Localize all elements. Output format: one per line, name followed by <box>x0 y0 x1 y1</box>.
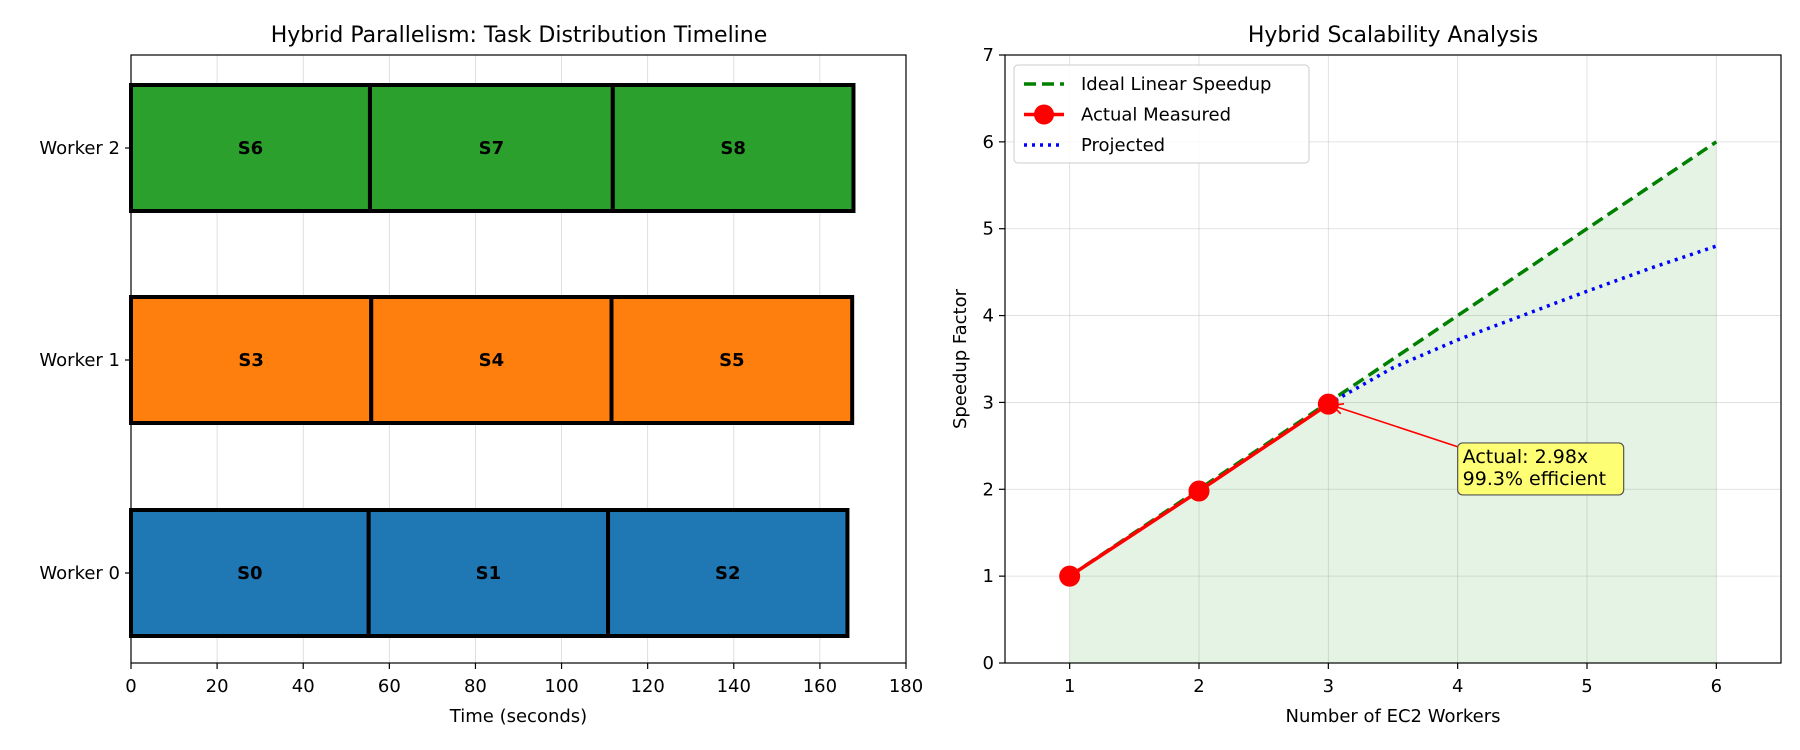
worker-label: Worker 2 <box>39 138 120 159</box>
timeline-x-tick-label: 60 <box>378 676 401 697</box>
task-bar-label: S0 <box>237 563 263 584</box>
scalability-plot-frame <box>1004 54 1782 664</box>
task-bar-label: S1 <box>476 563 502 584</box>
task-bar <box>129 83 372 213</box>
timeline-x-tick-label: 140 <box>717 676 751 697</box>
scalability-series <box>1059 140 1718 587</box>
legend-label: Actual Measured <box>1081 105 1231 126</box>
ideal-speedup-shaded-area <box>1069 141 1717 663</box>
timeline-plot-frame <box>130 54 907 664</box>
task-bar-label: S2 <box>715 563 741 584</box>
task-bar <box>367 83 615 213</box>
timeline-title: Hybrid Parallelism: Task Distribution Ti… <box>271 23 768 48</box>
annotation-box <box>1457 442 1625 496</box>
timeline-x-tick-label: 40 <box>292 676 315 697</box>
series-point <box>1317 393 1339 415</box>
scalability-y-tick-label: 7 <box>983 45 994 66</box>
scalability-y-tick-label: 3 <box>983 392 994 413</box>
task-bar <box>610 83 856 213</box>
task-bar-label: S7 <box>479 138 505 159</box>
scalability-chart: Hybrid Scalability Analysis 1 2 3 4 5 6 0 1 2 3 4… <box>950 23 1782 727</box>
scalability-y-tick-label: 1 <box>983 566 994 587</box>
scalability-y-axis-label: Speedup Factor <box>950 288 971 429</box>
task-timeline-chart: Hybrid Parallelism: Task Distribution Ti… <box>39 23 923 727</box>
annotation-text: 99.3% efficient <box>1463 468 1606 490</box>
timeline-x-axis-label: Time (seconds) <box>449 706 587 727</box>
scalability-y-tick-label: 5 <box>983 219 994 240</box>
series-line <box>1327 244 1717 406</box>
worker-label: Worker 1 <box>39 350 120 371</box>
task-bar <box>366 508 611 638</box>
task-bar <box>369 295 614 425</box>
scalability-y-tick-label: 2 <box>983 479 994 500</box>
worker-label: Worker 0 <box>39 563 120 584</box>
legend-box <box>1013 64 1310 164</box>
task-bar-label: S6 <box>238 138 264 159</box>
timeline-x-tick-label: 0 <box>125 676 136 697</box>
scalability-x-tick-label: 1 <box>1064 676 1075 697</box>
scalability-title: Hybrid Scalability Analysis <box>1248 23 1538 48</box>
annotation-text: Actual: 2.98x <box>1463 446 1589 468</box>
scalability-x-tick-label: 2 <box>1193 676 1204 697</box>
timeline-x-tick-label: 100 <box>544 676 578 697</box>
task-bar-label: S3 <box>238 350 264 371</box>
annotation-arrow <box>1331 404 1458 448</box>
annotation-arrowhead <box>1330 403 1345 415</box>
task-bar <box>609 295 855 425</box>
legend-label: Ideal Linear Speedup <box>1081 74 1272 95</box>
task-bar <box>606 508 850 638</box>
legend-marker <box>1034 104 1054 125</box>
timeline-x-ticks: 0 20 40 60 80 100 120 140 160 180 <box>125 663 923 697</box>
scalability-y-tick-label: 6 <box>983 132 994 153</box>
series-point <box>1059 565 1081 587</box>
timeline-x-tick-label: 180 <box>889 676 923 697</box>
scalability-y-tick-label: 4 <box>983 306 994 327</box>
timeline-x-tick-label: 20 <box>206 676 229 697</box>
legend-label: Projected <box>1081 135 1165 156</box>
scalability-y-tick-label: 0 <box>983 653 994 674</box>
scalability-legend: Ideal Linear Speedup Actual Measured Proje… <box>1013 64 1310 164</box>
timeline-bars: S0 S1 S2 S3 S4 S5 S6 S7 S8 <box>129 83 856 638</box>
scalability-x-ticks: 1 2 3 4 5 6 <box>1064 663 1722 697</box>
timeline-y-ticks: Worker 0 Worker 1 Worker 2 <box>39 138 131 584</box>
task-bar-label: S5 <box>719 350 745 371</box>
timeline-x-tick-label: 80 <box>464 676 487 697</box>
scalability-y-ticks: 0 1 2 3 4 5 6 7 <box>983 45 1005 674</box>
timeline-x-tick-label: 160 <box>803 676 837 697</box>
task-bar-label: S8 <box>720 138 746 159</box>
timeline-x-tick-label: 120 <box>630 676 664 697</box>
series-point <box>1188 480 1210 502</box>
scalability-x-axis-label: Number of EC2 Workers <box>1285 706 1500 727</box>
scalability-x-tick-label: 5 <box>1581 676 1592 697</box>
scalability-x-tick-label: 6 <box>1711 676 1722 697</box>
scalability-x-tick-label: 4 <box>1452 676 1463 697</box>
scalability-x-tick-label: 3 <box>1323 676 1334 697</box>
task-bar-label: S4 <box>479 350 505 371</box>
